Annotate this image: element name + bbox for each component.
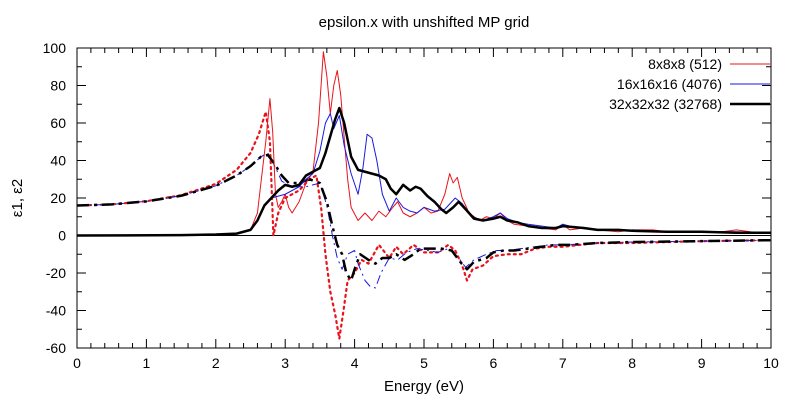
plot-frame [76,47,772,349]
y-tick-label: -20 [46,265,66,281]
x-tick-label: 6 [490,355,498,371]
y-tick-label: -40 [46,303,66,319]
series-line-imaginary-0 [77,51,771,236]
series-line-imaginary-4 [77,106,771,237]
x-tick-label: 1 [143,355,151,371]
x-tick-label: 9 [698,355,706,371]
x-tick-label: 0 [73,355,81,371]
plot-area [77,51,771,340]
y-axis-label: ε1, ε2 [9,179,26,217]
y-tick-label: 100 [43,40,67,56]
x-tick-label: 2 [212,355,220,371]
legend-label: 32x32x32 (32768) [609,96,722,112]
series-line-real-1 [77,110,771,340]
x-axis-label: Energy (eV) [384,378,464,395]
y-tick-label: 40 [50,153,66,169]
y-tick-label: 60 [50,115,66,131]
y-tick-label: -60 [46,340,66,356]
series-line-real-5 [77,153,771,282]
axes: 0 1 2 3 4 5 6 7 8 9 10 100 80 60 40 20 0 -20 -40 -60 [43,40,779,371]
y-tick-label: 80 [50,78,66,94]
y-tick-label: 0 [58,228,66,244]
legend-label: 8x8x8 (512) [648,56,722,72]
legend-label: 16x16x16 (4076) [617,76,722,92]
x-tick-label: 4 [351,355,359,371]
x-tick-label: 10 [763,355,779,371]
chart-title: epsilon.x with unshifted MP grid [319,14,530,31]
y-tick-label: 20 [50,190,66,206]
x-tick-label: 5 [420,355,428,371]
x-tick-label: 8 [628,355,636,371]
series-line-real-3 [77,152,771,289]
x-tick-label: 3 [281,355,289,371]
x-tick-label: 7 [559,355,567,371]
legend: 8x8x8 (512) 16x16x16 (4076) 32x32x32 (3276… [609,56,770,112]
series-line-imaginary-2 [77,113,771,236]
